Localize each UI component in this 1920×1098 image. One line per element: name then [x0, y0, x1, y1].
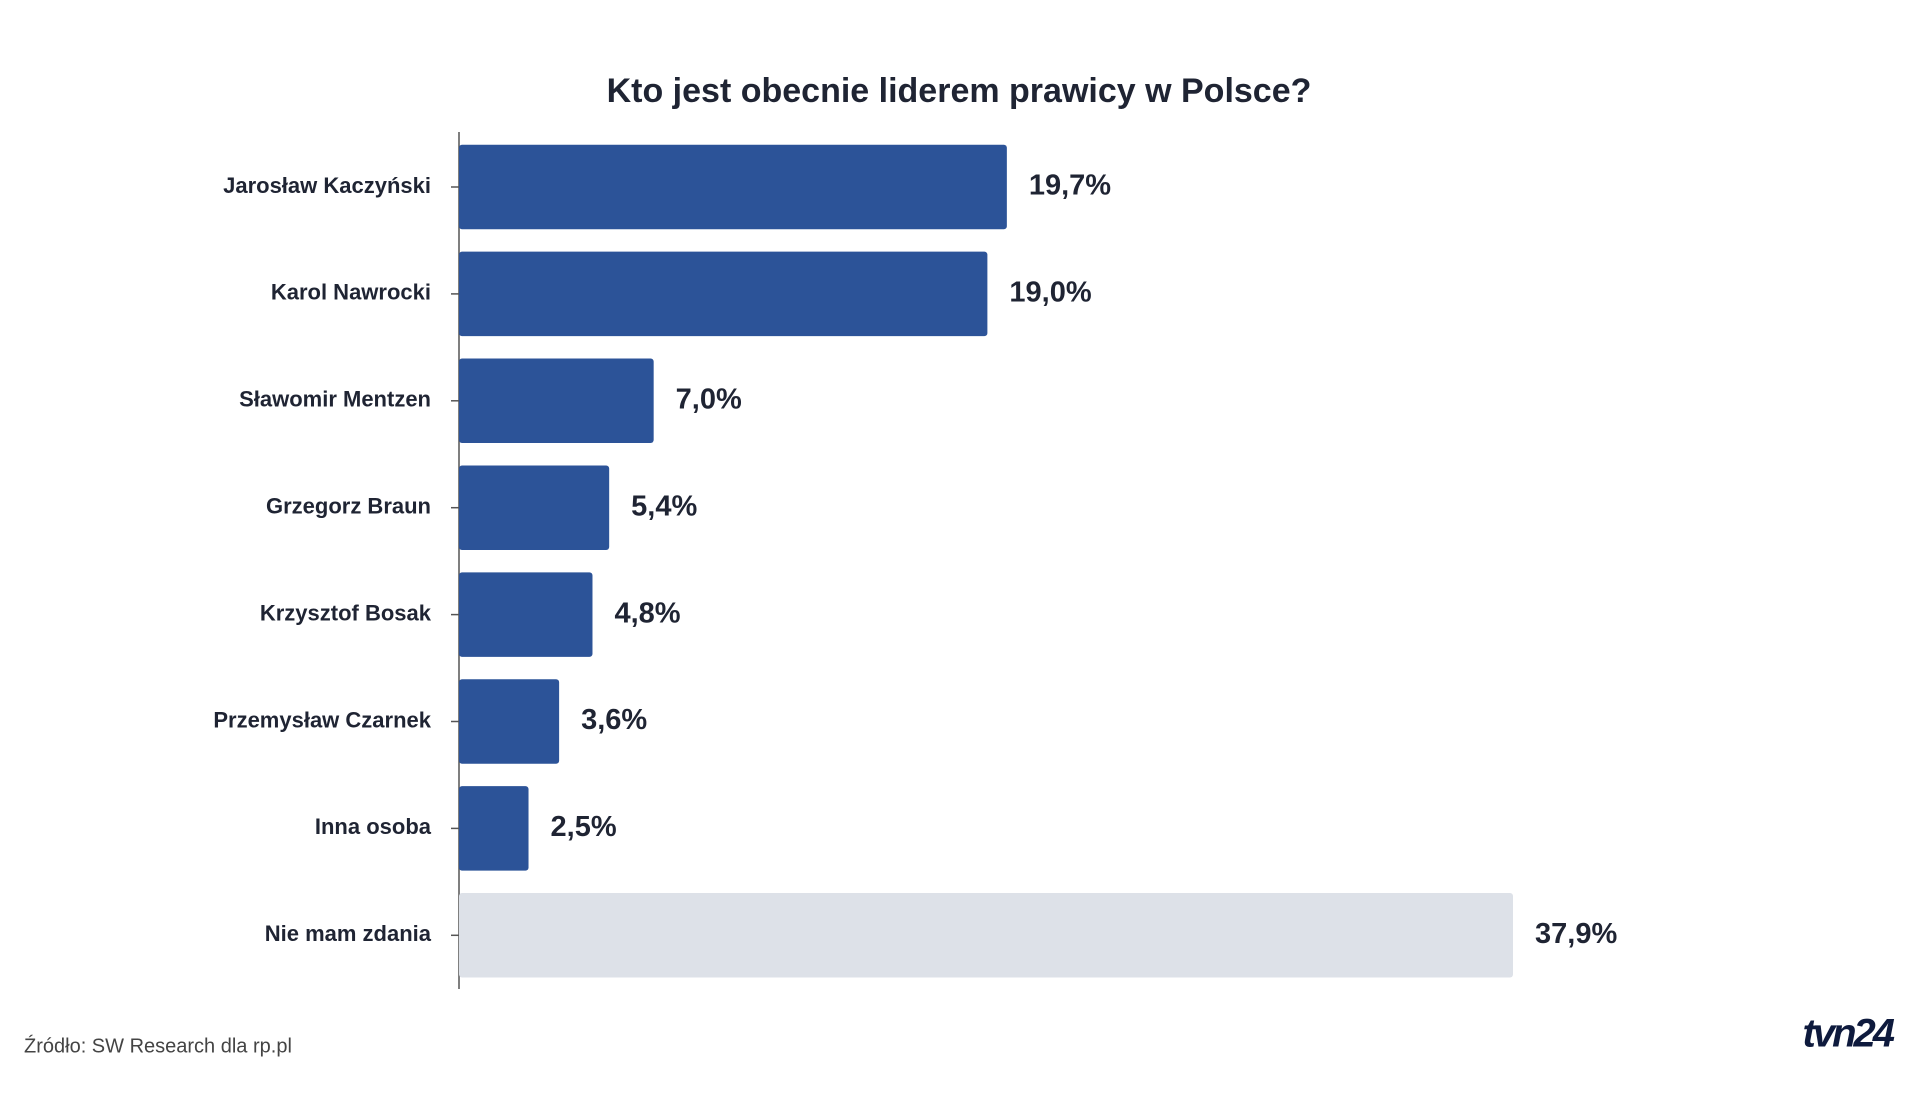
bar	[459, 251, 988, 337]
category-label: Grzegorz Braun	[266, 494, 431, 519]
bar	[459, 679, 560, 764]
bar	[459, 786, 529, 871]
value-label: 4,8%	[614, 597, 680, 629]
bar	[459, 358, 654, 444]
value-label: 2,5%	[551, 811, 617, 843]
logo: tvn24	[1803, 1012, 1895, 1056]
bar	[459, 572, 593, 657]
value-label: 3,6%	[581, 704, 647, 736]
category-label: Krzysztof Bosak	[260, 600, 432, 625]
bar	[459, 893, 1513, 978]
value-label: 19,7%	[1029, 170, 1111, 202]
value-label: 37,9%	[1535, 918, 1617, 950]
category-label: Nie mam zdania	[265, 921, 432, 946]
category-label: Jarosław Kaczyński	[223, 173, 431, 198]
value-label: 19,0%	[1009, 277, 1091, 309]
value-label: 7,0%	[676, 383, 742, 415]
bar	[459, 465, 610, 550]
category-label: Inna osoba	[315, 814, 432, 839]
source: Źródło: SW Research dla rp.pl	[24, 1034, 292, 1057]
category-label: Sławomir Mentzen	[239, 387, 431, 412]
bar	[459, 144, 1007, 230]
chart-title: Kto jest obecnie liderem prawicy w Polsc…	[607, 72, 1312, 110]
category-label: Karol Nawrocki	[271, 280, 431, 305]
category-label: Przemysław Czarnek	[213, 707, 431, 732]
value-label: 5,4%	[631, 490, 697, 522]
